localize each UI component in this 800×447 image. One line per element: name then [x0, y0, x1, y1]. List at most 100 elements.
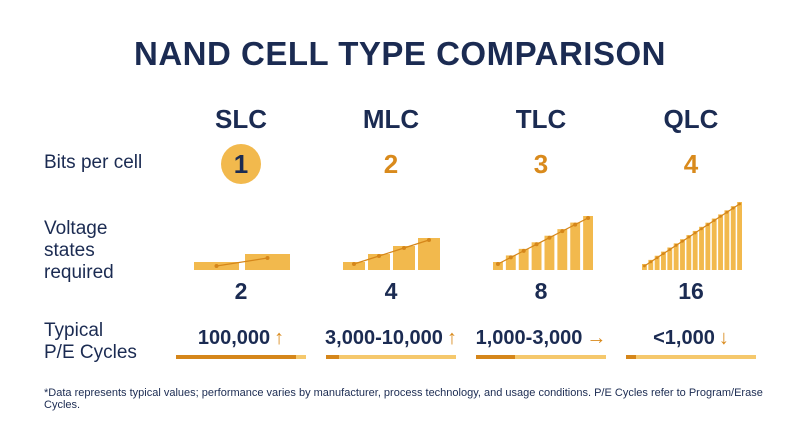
pe-value: <1,000 — [653, 327, 715, 349]
voltage-state-bar — [661, 251, 666, 270]
trend-line — [497, 217, 589, 265]
trend-point — [352, 262, 356, 266]
voltage-chart-qlc — [642, 202, 742, 270]
endurance-bar-fill — [626, 355, 637, 359]
voltage-state-bar — [544, 235, 555, 270]
endurance-bar-mlc — [326, 355, 456, 359]
trend-point — [649, 260, 653, 264]
trend-point — [712, 219, 716, 222]
voltage-state-bar — [570, 222, 581, 270]
endurance-bar-tlc — [476, 355, 606, 359]
voltage-state-bar — [418, 238, 440, 270]
trend-point — [508, 255, 513, 260]
page-title: NAND CELL TYPE COMPARISON — [134, 35, 666, 72]
voltage-state-bar — [648, 259, 654, 270]
endurance-bar-slc — [176, 355, 306, 359]
trend-point — [674, 243, 678, 247]
voltage-chart-tlc — [493, 216, 593, 270]
row-label-voltage: Voltage states required — [44, 218, 114, 283]
endurance-bar-fill — [326, 355, 339, 359]
endurance-bar-qlc — [626, 355, 756, 359]
trend-point — [427, 238, 431, 242]
voltage-state-bar — [557, 229, 568, 270]
endurance-bar-fill — [476, 355, 515, 359]
trend-point — [560, 229, 565, 234]
endurance-bar-fill — [176, 355, 296, 359]
trend-point — [573, 222, 578, 227]
voltage-state-bar — [673, 243, 679, 270]
states-value-qlc: 16 — [678, 278, 704, 304]
voltage-state-bar — [667, 247, 673, 270]
voltage-state-bar — [654, 255, 660, 270]
voltage-state-bar — [505, 255, 516, 270]
pe-cycles-qlc: <1,000 ↓ — [621, 327, 761, 350]
trend-point — [495, 262, 500, 266]
voltage-state-bar — [583, 216, 593, 270]
trend-point — [586, 216, 591, 220]
voltage-chart-slc — [194, 254, 290, 270]
bits-value-mlc: 2 — [383, 149, 399, 179]
voltage-state-bar — [393, 246, 415, 270]
trend-line — [216, 257, 268, 267]
voltage-state-bar — [730, 206, 736, 270]
pe-value: 100,000 — [197, 327, 271, 349]
trend-point — [643, 264, 646, 268]
trend-point — [534, 242, 539, 247]
trend-point — [377, 254, 381, 258]
arrow-up-icon: ↑ — [274, 327, 285, 349]
voltage-state-bar — [711, 218, 717, 270]
trend-line — [644, 203, 740, 267]
trend-point — [700, 227, 703, 231]
voltage-state-bar — [692, 230, 698, 270]
voltage-state-bar — [245, 254, 290, 270]
trend-line — [353, 239, 430, 265]
trend-point — [731, 206, 735, 210]
trend-point — [681, 239, 684, 243]
pe-cycles-slc: 100,000 ↑ — [171, 327, 311, 350]
trend-point — [706, 223, 710, 227]
trend-point — [662, 252, 665, 256]
column-header-mlc: MLC — [362, 104, 420, 134]
trend-point — [265, 256, 270, 260]
voltage-state-bar — [705, 222, 711, 270]
trend-point — [719, 215, 722, 218]
voltage-state-bar — [699, 226, 704, 270]
pe-cycles-tlc: 1,000-3,000 → — [471, 327, 611, 350]
pe-value: 1,000-3,000 — [475, 327, 583, 349]
states-value-mlc: 4 — [384, 278, 398, 304]
arrow-down-icon: ↓ — [718, 327, 729, 349]
arrow-right-icon: → — [586, 327, 607, 349]
column-header-tlc: TLC — [515, 104, 567, 134]
states-value-tlc: 8 — [534, 278, 548, 304]
trend-point — [547, 235, 552, 240]
voltage-chart-mlc — [343, 238, 440, 270]
column-header-qlc: QLC — [663, 104, 719, 134]
trend-point — [402, 246, 406, 250]
trend-point — [693, 231, 697, 235]
states-value-slc: 2 — [234, 278, 248, 304]
voltage-state-bar — [718, 214, 723, 270]
voltage-state-bar — [737, 202, 742, 270]
voltage-state-bar — [680, 239, 685, 270]
trend-point — [214, 264, 219, 268]
bits-value-qlc: 4 — [683, 149, 699, 179]
pe-value: 3,000-10,000 — [325, 327, 443, 349]
footnote: *Data represents typical values; perform… — [44, 387, 763, 411]
trend-point — [521, 248, 526, 253]
bits-value-tlc: 3 — [533, 149, 549, 179]
trend-point — [687, 235, 691, 239]
row-label-pe: Typical P/E Cycles — [44, 320, 137, 363]
column-header-slc: SLC — [215, 104, 267, 134]
voltage-state-bar — [686, 235, 692, 270]
row-label-bits: Bits per cell — [44, 152, 143, 173]
voltage-state-bar — [724, 210, 730, 270]
voltage-state-bar — [531, 242, 542, 270]
bits-value-slc: 1 — [221, 144, 261, 184]
arrow-up-icon: ↑ — [446, 327, 457, 349]
trend-point — [725, 210, 729, 214]
trend-point — [668, 248, 672, 251]
pe-cycles-mlc: 3,000-10,000 ↑ — [321, 327, 461, 350]
trend-point — [655, 256, 659, 260]
trend-point — [738, 202, 741, 206]
